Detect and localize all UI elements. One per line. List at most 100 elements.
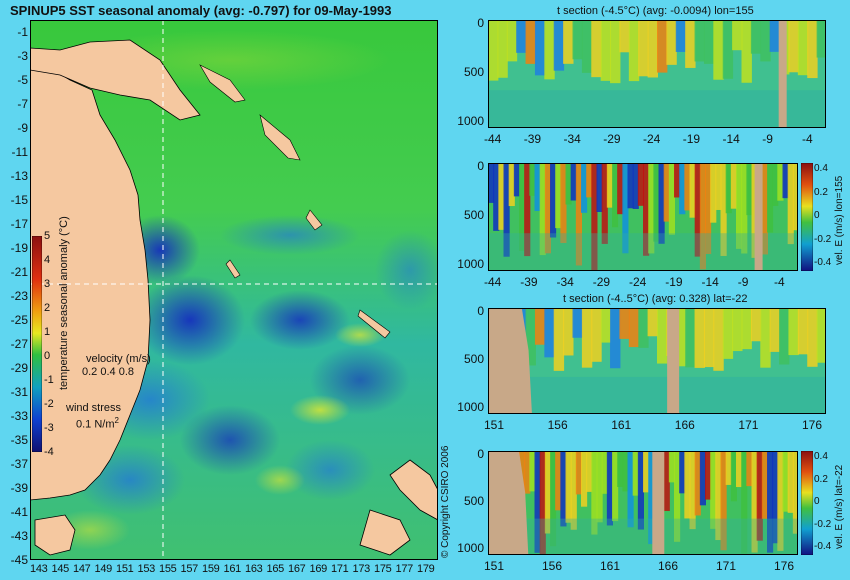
map-colorbar xyxy=(32,236,42,452)
section-depth-tick: 500 xyxy=(463,494,484,508)
map-lon-tick: 151 xyxy=(116,563,134,575)
wind-stress-scale-text: 0.1 N/m xyxy=(76,418,115,431)
map-colorbar-tick: -4 xyxy=(44,446,54,458)
section-x-tick: 176 xyxy=(774,559,795,573)
map-lon-tick: 175 xyxy=(374,563,392,575)
map-lon-tick: 161 xyxy=(223,563,242,575)
map-colorbar-tick: 0 xyxy=(44,350,51,362)
section-x-tick: -24 xyxy=(643,132,661,146)
section-panel-plot[interactable] xyxy=(488,308,826,414)
section-x-tick: -19 xyxy=(665,275,683,289)
section-depth-tick: 1000 xyxy=(457,257,484,271)
map-lat-tick: -37 xyxy=(10,457,28,471)
section-depth-tick: 0 xyxy=(477,159,484,173)
section-x-tick: -4 xyxy=(774,275,785,289)
map-lat-tick: -21 xyxy=(10,265,28,279)
section-x-tick: -29 xyxy=(603,132,621,146)
map-lat-tick: -5 xyxy=(17,73,28,87)
map-lat-tick: -43 xyxy=(10,529,28,543)
map-lon-tick: 147 xyxy=(73,563,91,575)
section-x-tick: -14 xyxy=(722,132,740,146)
section-x-tick: 156 xyxy=(542,559,563,573)
map-colorbar-tick: -3 xyxy=(44,422,54,434)
map-lat-tick: -11 xyxy=(11,145,28,159)
section-panel-title: t section (-4.5°C) (avg: -0.0094) lon=15… xyxy=(557,5,754,17)
velocity-colorbar-tick: 0.4 xyxy=(814,451,828,462)
section-x-tick: 156 xyxy=(547,418,568,432)
map-colorbar-tick: -2 xyxy=(44,398,54,410)
map-colorbar-tick: 3 xyxy=(44,278,51,290)
map-lon-tick: 149 xyxy=(94,563,113,575)
velocity-colorbar xyxy=(801,163,813,271)
section-x-tick: 161 xyxy=(611,418,632,432)
velocity-colorbar-tick: -0.4 xyxy=(814,257,832,268)
map-lat-tick: -9 xyxy=(17,121,28,135)
section-x-tick: -19 xyxy=(682,132,701,146)
map-lon-tick: 169 xyxy=(309,563,328,575)
velocity-colorbar-tick: -0.2 xyxy=(814,518,832,530)
map-lat-tick: -31 xyxy=(10,385,28,399)
section-panel-plot[interactable] xyxy=(488,20,826,128)
section-depth-tick: 1000 xyxy=(457,400,484,414)
section-x-tick: -34 xyxy=(563,132,581,146)
wind-stress-scale-sup: 2 xyxy=(114,416,119,425)
map-lon-tick: 171 xyxy=(331,563,349,575)
new-guinea-land xyxy=(30,39,201,121)
section-depth-tick: 500 xyxy=(463,65,484,79)
map-colorbar-tick: -1 xyxy=(44,374,54,386)
map-lon-tick: 167 xyxy=(288,563,306,575)
section-panel-plot[interactable] xyxy=(488,163,798,271)
velocity-colorbar-tick: -0.2 xyxy=(814,233,832,245)
section-x-tick: 151 xyxy=(484,418,505,432)
section-x-tick: -9 xyxy=(762,132,773,146)
map-lon-tick: 145 xyxy=(51,563,70,575)
section-x-tick: -24 xyxy=(629,275,647,289)
map-lat-tick: -17 xyxy=(10,217,28,231)
section-x-tick: 151 xyxy=(484,559,505,573)
velocity-colorbar-tick: -0.4 xyxy=(814,541,832,552)
page-title: SPINUP5 SST seasonal anomaly (avg: -0.79… xyxy=(10,3,392,18)
sst-anomaly-map[interactable] xyxy=(30,20,438,560)
map-lat-tick: -25 xyxy=(10,313,28,327)
map-lat-tick: -45 xyxy=(10,553,28,567)
velocity-colorbar-tick: 0.2 xyxy=(814,473,828,485)
map-lat-tick: -23 xyxy=(10,289,28,303)
section-x-tick: -14 xyxy=(701,275,719,289)
map-lat-tick: -19 xyxy=(10,241,28,255)
wind-stress-label: wind stress xyxy=(66,402,122,414)
section-depth-tick: 0 xyxy=(477,16,484,30)
section-x-tick: -44 xyxy=(484,132,502,146)
section-x-tick: 171 xyxy=(738,418,759,432)
section-depth-tick: 500 xyxy=(463,208,484,222)
map-lat-tick: -33 xyxy=(10,409,28,423)
map-colorbar-tick: 2 xyxy=(44,302,51,314)
map-lat-tick: -39 xyxy=(10,481,28,495)
map-colorbar-label: temperature seasonal anomaly (°C) xyxy=(58,216,70,390)
map-colorbar-tick: 1 xyxy=(44,326,51,338)
map-lon-tick: 143 xyxy=(30,563,48,575)
section-x-tick: -9 xyxy=(737,275,749,289)
map-lat-tick: -15 xyxy=(10,193,28,207)
map-lat-tick: -7 xyxy=(17,97,28,111)
map-colorbar-tick: 5 xyxy=(44,230,51,242)
map-colorbar-tick: 4 xyxy=(44,254,51,266)
velocity-colorbar-tick: 0 xyxy=(814,210,820,221)
tasmania-land xyxy=(34,514,76,556)
section-x-tick: -29 xyxy=(592,275,611,289)
velocity-colorbar-tick: 0.2 xyxy=(814,186,828,198)
map-lat-tick: -41 xyxy=(10,505,28,519)
section-depth-tick: 0 xyxy=(477,304,484,318)
section-x-tick: 176 xyxy=(802,418,823,432)
map-lat-tick: -1 xyxy=(17,25,28,39)
map-lon-tick: 165 xyxy=(266,563,285,575)
map-lon-tick: 157 xyxy=(180,563,199,575)
velocity-label: velocity (m/s) xyxy=(86,353,151,365)
map-lon-tick: 173 xyxy=(352,563,371,575)
section-x-tick: 166 xyxy=(674,418,695,432)
map-lat-tick: -13 xyxy=(10,169,28,183)
map-lon-tick: 179 xyxy=(417,563,435,575)
section-depth-tick: 1000 xyxy=(457,114,484,128)
section-panel-plot[interactable] xyxy=(488,451,798,555)
map-lon-tick: 177 xyxy=(395,563,414,575)
section-depth-tick: 1000 xyxy=(457,541,484,555)
